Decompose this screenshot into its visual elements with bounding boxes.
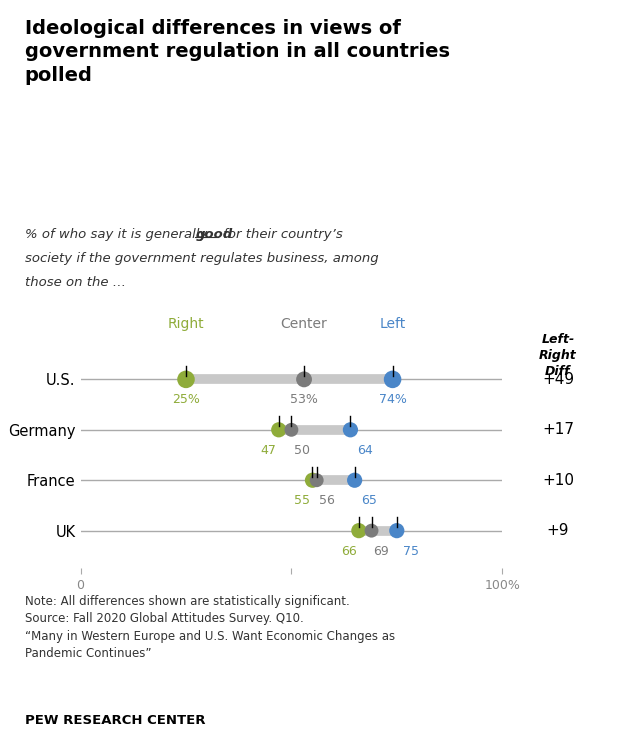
Text: Center: Center [281, 317, 327, 331]
Point [274, 424, 284, 436]
Text: those on the …: those on the … [25, 276, 126, 289]
Point [308, 474, 317, 486]
Text: Ideological differences in views of
government regulation in all countries
polle: Ideological differences in views of gove… [25, 19, 450, 85]
Text: Right: Right [167, 317, 205, 331]
Text: +17: +17 [542, 423, 574, 438]
Text: society if the government regulates business, among: society if the government regulates busi… [25, 252, 378, 265]
Text: % of who say it is generally: % of who say it is generally [25, 228, 211, 241]
Point [354, 524, 364, 536]
Text: 53%: 53% [290, 393, 318, 406]
Point [366, 524, 376, 536]
Text: Note: All differences shown are statistically significant.
Source: Fall 2020 Glo: Note: All differences shown are statisti… [25, 595, 395, 660]
Text: Left-
Right
Diff: Left- Right Diff [539, 333, 577, 378]
Point [392, 524, 402, 536]
Text: 47: 47 [261, 444, 277, 457]
Text: 55: 55 [294, 494, 311, 507]
Text: 69: 69 [374, 545, 389, 558]
Point [388, 373, 397, 385]
Point [181, 373, 191, 385]
Text: 64: 64 [356, 444, 373, 457]
Text: 74%: 74% [379, 393, 407, 406]
Text: 25%: 25% [172, 393, 200, 406]
Text: for their country’s: for their country’s [219, 228, 343, 241]
Point [312, 474, 322, 486]
Text: +49: +49 [542, 372, 574, 387]
Text: 75: 75 [403, 545, 419, 558]
Point [345, 424, 355, 436]
Text: Left: Left [379, 317, 405, 331]
Text: +9: +9 [547, 523, 569, 538]
Text: +10: +10 [542, 473, 574, 488]
Text: PEW RESEARCH CENTER: PEW RESEARCH CENTER [25, 714, 205, 727]
Text: 50: 50 [293, 444, 309, 457]
Text: good: good [195, 228, 232, 241]
Point [286, 424, 296, 436]
Point [299, 373, 309, 385]
Text: 66: 66 [341, 545, 356, 558]
Text: 56: 56 [319, 494, 335, 507]
Text: 65: 65 [361, 494, 377, 507]
Point [350, 474, 360, 486]
